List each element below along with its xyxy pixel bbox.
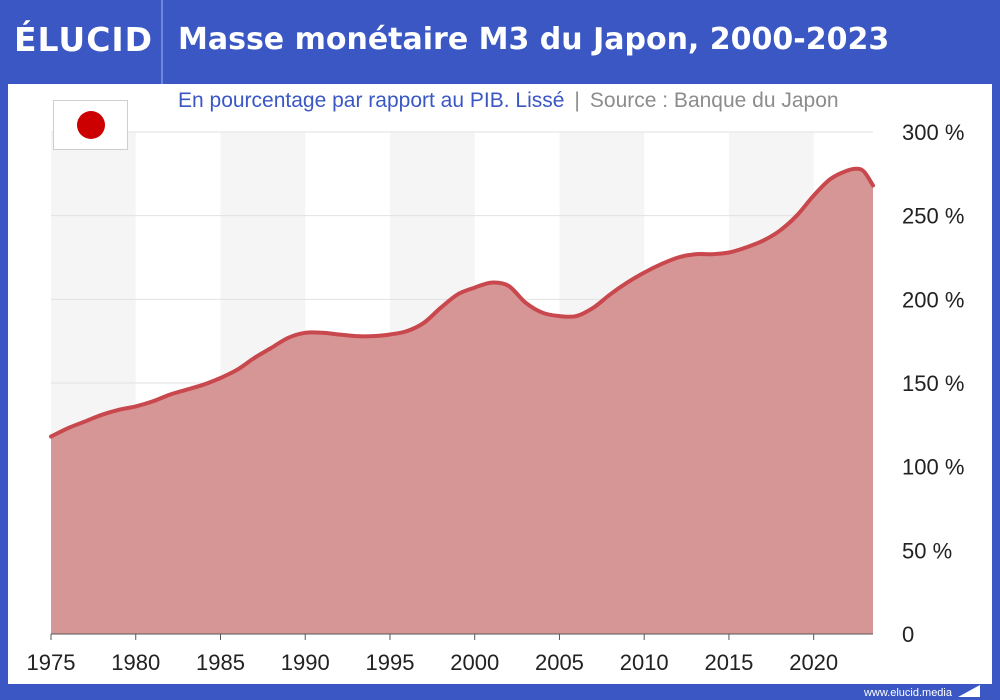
japan-flag-icon	[53, 100, 128, 150]
y-tick-label: 250 %	[902, 204, 964, 229]
x-tick-label: 1995	[365, 650, 414, 675]
x-tick-label: 1985	[196, 650, 245, 675]
subtitle-source: Source : Banque du Japon	[589, 89, 839, 112]
y-tick-label: 150 %	[902, 371, 964, 396]
y-tick-label: 0	[902, 622, 914, 647]
x-tick-label: 2020	[789, 650, 838, 675]
area-fill	[51, 168, 873, 634]
area-chart: 1975 1980 1985 1990 1995 2000 2005 2010 2015 2020…	[27, 120, 965, 675]
footer-url[interactable]: www.elucid.media	[863, 687, 952, 699]
y-tick-label: 300 %	[902, 120, 964, 145]
x-tick-label: 2010	[620, 650, 669, 675]
subtitle-separator: |	[574, 89, 580, 112]
elucid-mark-icon	[958, 685, 980, 697]
x-tick-label: 2015	[704, 650, 753, 675]
y-tick-label: 50 %	[902, 538, 952, 563]
header-bar: ÉLUCID Masse monétaire M3 du Japon, 2000…	[0, 0, 1000, 84]
x-tick-label: 1980	[111, 650, 160, 675]
flag-red-disc	[77, 111, 105, 139]
y-tick-label: 100 %	[902, 455, 964, 480]
chart-title: Masse monétaire M3 du Japon, 2000-2023	[178, 22, 890, 57]
header-divider	[161, 0, 163, 84]
series-line	[49, 166, 875, 439]
chart-panel: 1975 1980 1985 1990 1995 2000 2005 2010 2015 2020…	[8, 84, 992, 684]
x-tick-label: 2000	[450, 650, 499, 675]
elucid-logo[interactable]: ÉLUCID	[14, 20, 154, 59]
chart-subtitle: En pourcentage par rapport au PIB. Lissé…	[178, 89, 839, 113]
x-tick-label: 1975	[27, 650, 76, 675]
y-tick-label: 200 %	[902, 287, 964, 312]
x-tick-label: 2005	[535, 650, 584, 675]
x-tick-label: 1990	[281, 650, 330, 675]
subtitle-description: En pourcentage par rapport au PIB. Lissé	[178, 89, 565, 112]
